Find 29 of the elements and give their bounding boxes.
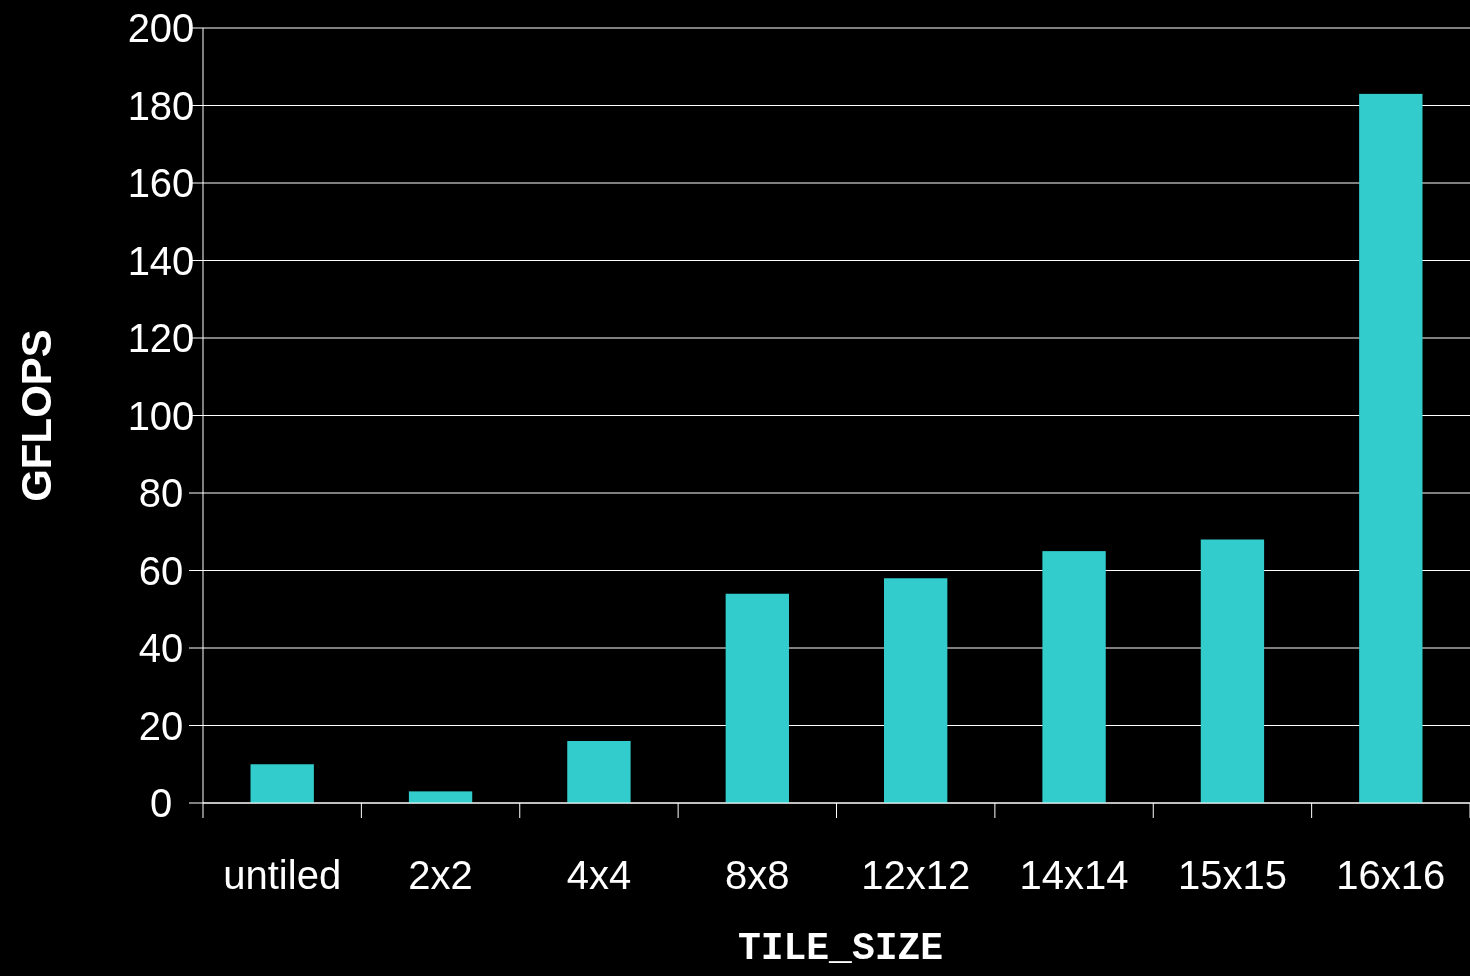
bar — [884, 578, 948, 803]
bar — [250, 764, 314, 803]
y-tick-label: 200 — [127, 6, 195, 50]
bar — [567, 741, 631, 803]
y-tick-label: 140 — [127, 238, 195, 283]
x-tick-label: 2x2 — [408, 853, 473, 897]
y-tick-label: 160 — [127, 161, 195, 205]
x-tick-label: 8x8 — [725, 853, 790, 897]
y-tick-label: 60 — [138, 548, 184, 593]
bar — [1200, 539, 1265, 803]
x-tick-label: 12x12 — [861, 853, 971, 897]
y-tick-label: 100 — [127, 393, 195, 438]
x-tick-label: 4x4 — [566, 853, 632, 897]
bar — [725, 593, 789, 803]
x-tick-label: 14x14 — [1019, 853, 1129, 897]
y-axis-title: GFLOPS — [12, 329, 60, 502]
y-tick-label: 20 — [138, 703, 184, 748]
y-tick-label: 180 — [127, 83, 195, 128]
bar — [408, 791, 473, 803]
y-tick-label: 80 — [138, 471, 184, 515]
y-tick-label: 0 — [149, 781, 173, 825]
bar — [1359, 93, 1423, 803]
y-tick-label: 40 — [138, 626, 184, 670]
x-tick-label: 16x16 — [1336, 853, 1446, 897]
x-tick-label: untiled — [223, 853, 342, 897]
y-tick-label: 120 — [127, 316, 195, 360]
x-axis-title: TILE_SIZE — [737, 927, 944, 971]
x-tick-label: 15x15 — [1177, 853, 1287, 897]
bar — [1042, 551, 1106, 803]
